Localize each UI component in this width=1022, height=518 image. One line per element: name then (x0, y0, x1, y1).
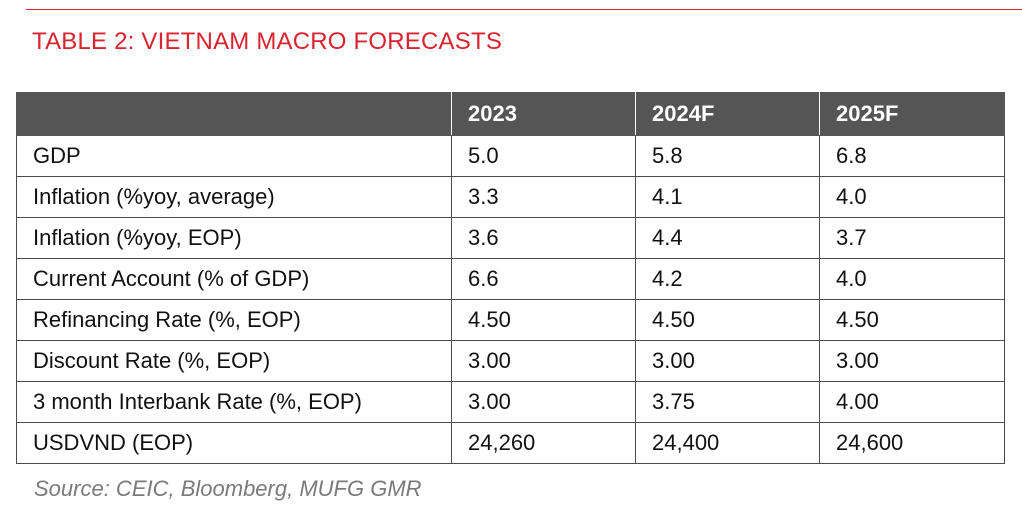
table-header-row: 2023 2024F 2025F (16, 92, 1005, 136)
row-label: Inflation (%yoy, EOP) (16, 217, 452, 259)
cell-value: 4.4 (635, 217, 820, 259)
table-title: TABLE 2: VIETNAM MACRO FORECASTS (32, 28, 503, 55)
source-note: Source: CEIC, Bloomberg, MUFG GMR (34, 476, 422, 501)
cell-value: 4.2 (635, 258, 820, 300)
row-label: GDP (16, 135, 452, 177)
header-cell-2025f: 2025F (819, 92, 1005, 136)
cell-value: 3.00 (635, 340, 820, 382)
cell-value: 4.1 (635, 176, 820, 218)
cell-value: 3.7 (819, 217, 1005, 259)
cell-value: 3.00 (451, 381, 636, 423)
table-row: USDVND (EOP) 24,260 24,400 24,600 (16, 422, 1005, 464)
cell-value: 3.6 (451, 217, 636, 259)
row-label: Current Account (% of GDP) (16, 258, 452, 300)
header-cell-2024f: 2024F (635, 92, 820, 136)
cell-value: 4.0 (819, 258, 1005, 300)
header-cell-indicator (16, 92, 452, 136)
cell-value: 5.8 (635, 135, 820, 177)
row-label: 3 month Interbank Rate (%, EOP) (16, 381, 452, 423)
table-row: Discount Rate (%, EOP) 3.00 3.00 3.00 (16, 340, 1005, 382)
cell-value: 4.50 (635, 299, 820, 341)
macro-forecast-table: 2023 2024F 2025F GDP 5.0 5.8 6.8 Inflati… (16, 92, 1005, 464)
cell-value: 3.75 (635, 381, 820, 423)
table-row: Current Account (% of GDP) 6.6 4.2 4.0 (16, 258, 1005, 300)
table-row: Inflation (%yoy, EOP) 3.6 4.4 3.7 (16, 217, 1005, 259)
table-row: Refinancing Rate (%, EOP) 4.50 4.50 4.50 (16, 299, 1005, 341)
cell-value: 24,260 (451, 422, 636, 464)
cell-value: 4.50 (819, 299, 1005, 341)
cell-value: 6.6 (451, 258, 636, 300)
table-row: GDP 5.0 5.8 6.8 (16, 135, 1005, 177)
cell-value: 3.3 (451, 176, 636, 218)
row-label: USDVND (EOP) (16, 422, 452, 464)
row-label: Inflation (%yoy, average) (16, 176, 452, 218)
header-cell-2023: 2023 (451, 92, 636, 136)
cell-value: 6.8 (819, 135, 1005, 177)
cell-value: 3.00 (451, 340, 636, 382)
row-label: Discount Rate (%, EOP) (16, 340, 452, 382)
cell-value: 5.0 (451, 135, 636, 177)
table-row: Inflation (%yoy, average) 3.3 4.1 4.0 (16, 176, 1005, 218)
cell-value: 3.00 (819, 340, 1005, 382)
cell-value: 24,400 (635, 422, 820, 464)
top-divider (26, 9, 1022, 10)
cell-value: 4.00 (819, 381, 1005, 423)
cell-value: 24,600 (819, 422, 1005, 464)
cell-value: 4.50 (451, 299, 636, 341)
row-label: Refinancing Rate (%, EOP) (16, 299, 452, 341)
table-row: 3 month Interbank Rate (%, EOP) 3.00 3.7… (16, 381, 1005, 423)
cell-value: 4.0 (819, 176, 1005, 218)
